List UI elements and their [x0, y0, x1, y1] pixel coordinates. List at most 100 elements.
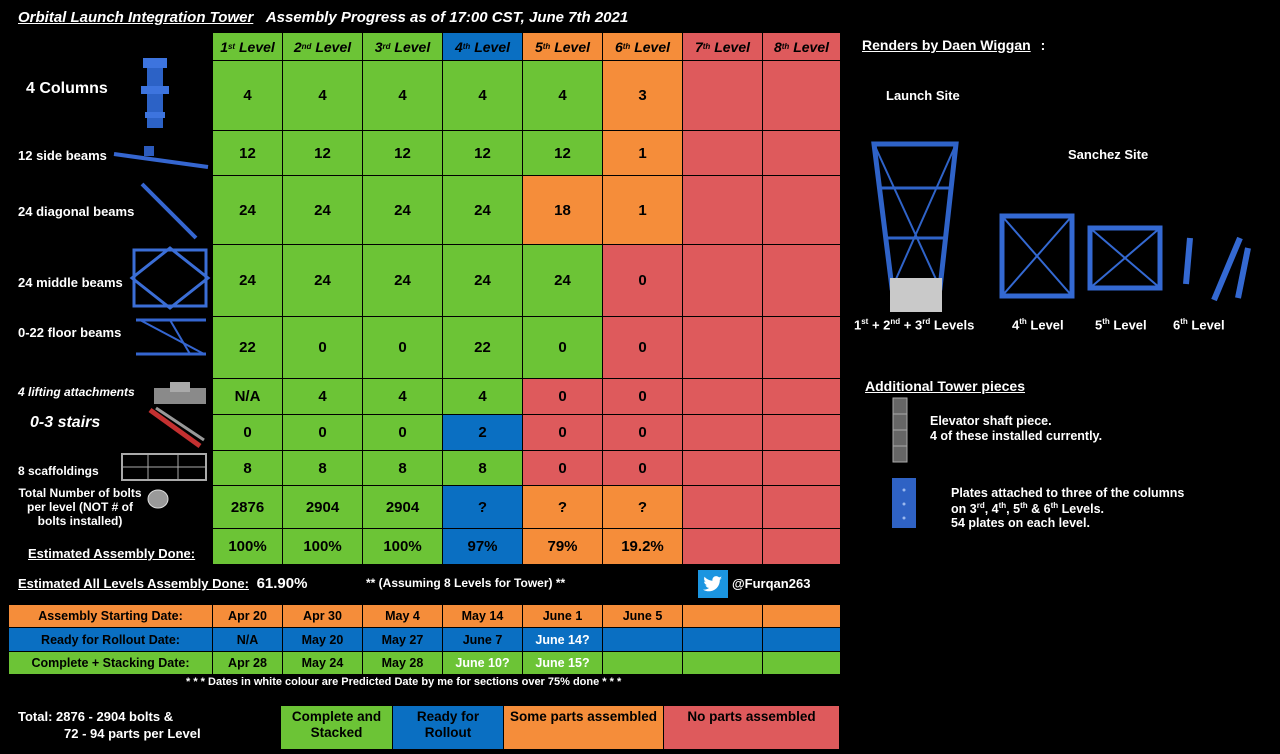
total-line-1: Total: 2876 - 2904 bolts &: [18, 709, 174, 724]
cell-scaffold-5: 0: [523, 451, 603, 486]
stairs-icon: [148, 406, 205, 449]
elevator-line-1: Elevator shaft piece.: [930, 414, 1052, 428]
cell-diag-1: 24: [213, 176, 283, 245]
legend-complete: Complete and Stacked: [281, 706, 393, 749]
dates-footnote: * * * Dates in white colour are Predicte…: [186, 676, 622, 688]
cell-bolts-1: 2876: [213, 486, 283, 529]
additional-heading: Additional Tower pieces: [865, 378, 1025, 394]
sched-complete-8: [763, 652, 841, 675]
cell-middle-1: 24: [213, 245, 283, 317]
sched-rollout-label: Ready for Rollout Date:: [9, 628, 213, 652]
row-label-columns: 4 Columns: [26, 80, 108, 97]
cell-done-5: 79%: [523, 529, 603, 565]
column-icon: [141, 58, 169, 128]
scaffolding-icon: [121, 453, 207, 481]
cell-stairs-7: [683, 415, 763, 451]
sched-rollout-2: May 20: [283, 628, 363, 652]
cell-columns-3: 4: [363, 61, 443, 131]
row-label-scaffoldings: 8 scaffoldings: [18, 464, 99, 478]
cell-side-8: [763, 131, 841, 176]
cell-diag-4: 24: [443, 176, 523, 245]
sched-start-1: Apr 20: [213, 605, 283, 628]
cell-middle-4: 24: [443, 245, 523, 317]
cell-stairs-1: 0: [213, 415, 283, 451]
cell-lifting-3: 4: [363, 379, 443, 415]
twitter-icon: [698, 570, 728, 598]
row-label-floor-beams: 0-22 floor beams: [18, 325, 122, 340]
cell-done-4: 97%: [443, 529, 523, 565]
cell-scaffold-6: 0: [603, 451, 683, 486]
sched-rollout-4: June 7: [443, 628, 523, 652]
cell-bolts-4: ?: [443, 486, 523, 529]
cell-middle-6: 0: [603, 245, 683, 317]
title-right: Assembly Progress as of 17:00 CST, June …: [265, 9, 629, 26]
cell-middle-5: 24: [523, 245, 603, 317]
sched-rollout-5: June 14?: [523, 628, 603, 652]
tower-render-icon: [871, 141, 959, 312]
launch-site-label: Launch Site: [886, 88, 960, 103]
cell-scaffold-2: 8: [283, 451, 363, 486]
cell-side-2: 12: [283, 131, 363, 176]
cell-diag-6: 1: [603, 176, 683, 245]
cell-floor-1: 22: [213, 317, 283, 379]
cell-lifting-4: 4: [443, 379, 523, 415]
cell-done-7: [683, 529, 763, 565]
cell-side-5: 12: [523, 131, 603, 176]
cell-middle-8: [763, 245, 841, 317]
plates-line-1: Plates attached to three of the columns: [951, 486, 1185, 500]
cell-lifting-1: N/A: [213, 379, 283, 415]
elevator-line-2: 4 of these installed currently.: [930, 429, 1103, 443]
renders-heading-colon: :: [1040, 37, 1046, 53]
all-levels-summary: Estimated All Levels Assembly Done: 61.9…: [18, 575, 307, 592]
lifting-attachment-icon: [154, 382, 206, 404]
schedule-table: Assembly Starting Date: Apr 20 Apr 30 Ma…: [8, 604, 841, 675]
cell-columns-5: 4: [523, 61, 603, 131]
legend-no-parts: No parts assembled: [664, 706, 840, 749]
cell-middle-3: 24: [363, 245, 443, 317]
sched-start-6: June 5: [603, 605, 683, 628]
caption-level-6: 6th Level: [1173, 317, 1225, 333]
all-levels-value: 61.90%: [256, 575, 308, 592]
row-label-stairs: 0-3 stairs: [30, 414, 101, 431]
elevator-shaft-icon: [892, 397, 908, 463]
caption-levels-1-3: 1st + 2nd + 3rd Levels: [854, 317, 975, 333]
row-label-diagonal-beams: 24 diagonal beams: [18, 204, 135, 219]
sched-start-8: [763, 605, 841, 628]
assumption-note: ** (Assuming 8 Levels for Tower) **: [366, 576, 566, 590]
level-5-render-icon: [1087, 225, 1163, 291]
row-label-assembly-done: Estimated Assembly Done:: [28, 546, 196, 561]
bolt-icon: [147, 489, 169, 509]
twitter-handle[interactable]: @Furqan263: [732, 576, 811, 591]
cell-diag-3: 24: [363, 176, 443, 245]
cell-done-2: 100%: [283, 529, 363, 565]
all-levels-label: Estimated All Levels Assembly Done:: [18, 576, 249, 591]
cell-lifting-5: 0: [523, 379, 603, 415]
side-beam-icon: [113, 146, 209, 169]
legend-rollout: Ready for Rollout: [393, 706, 504, 749]
plates-line-3: 54 plates on each level.: [951, 516, 1090, 530]
cell-middle-2: 24: [283, 245, 363, 317]
legend: Complete and Stacked Ready for Rollout S…: [280, 705, 842, 750]
sched-rollout-6: [603, 628, 683, 652]
sched-start-5: June 1: [523, 605, 603, 628]
renders-heading: Renders by Daen Wiggan :: [862, 37, 1045, 53]
cell-scaffold-1: 8: [213, 451, 283, 486]
cell-diag-5: 18: [523, 176, 603, 245]
cell-floor-6: 0: [603, 317, 683, 379]
cell-stairs-6: 0: [603, 415, 683, 451]
cell-floor-4: 22: [443, 317, 523, 379]
cell-side-4: 12: [443, 131, 523, 176]
cell-floor-3: 0: [363, 317, 443, 379]
caption-level-5: 5th Level: [1095, 317, 1147, 333]
level-6-render-icon: [1183, 236, 1251, 302]
cell-lifting-6: 0: [603, 379, 683, 415]
cell-lifting-2: 4: [283, 379, 363, 415]
cell-bolts-5: ?: [523, 486, 603, 529]
cell-done-1: 100%: [213, 529, 283, 565]
row-label-side-beams: 12 side beams: [18, 148, 107, 163]
cell-columns-7: [683, 61, 763, 131]
cell-side-3: 12: [363, 131, 443, 176]
